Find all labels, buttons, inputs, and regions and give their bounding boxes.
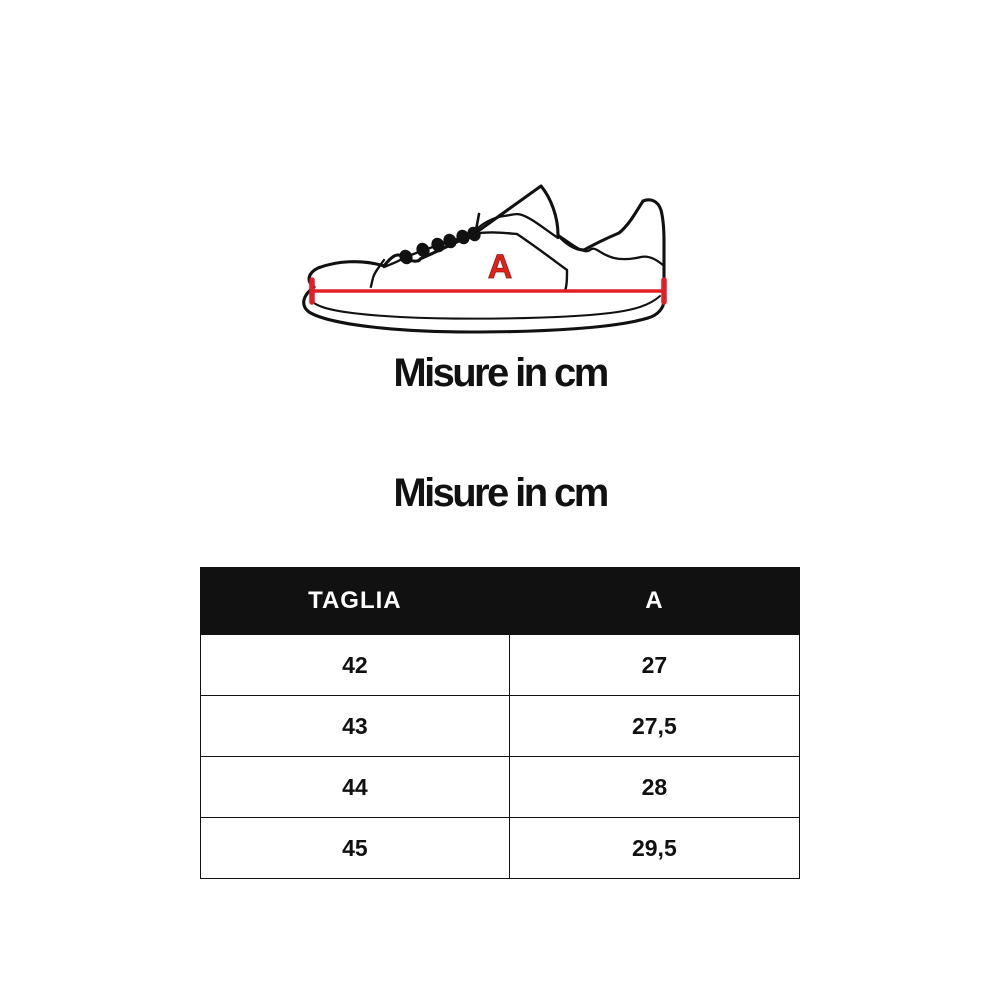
svg-text:A: A bbox=[488, 248, 513, 286]
